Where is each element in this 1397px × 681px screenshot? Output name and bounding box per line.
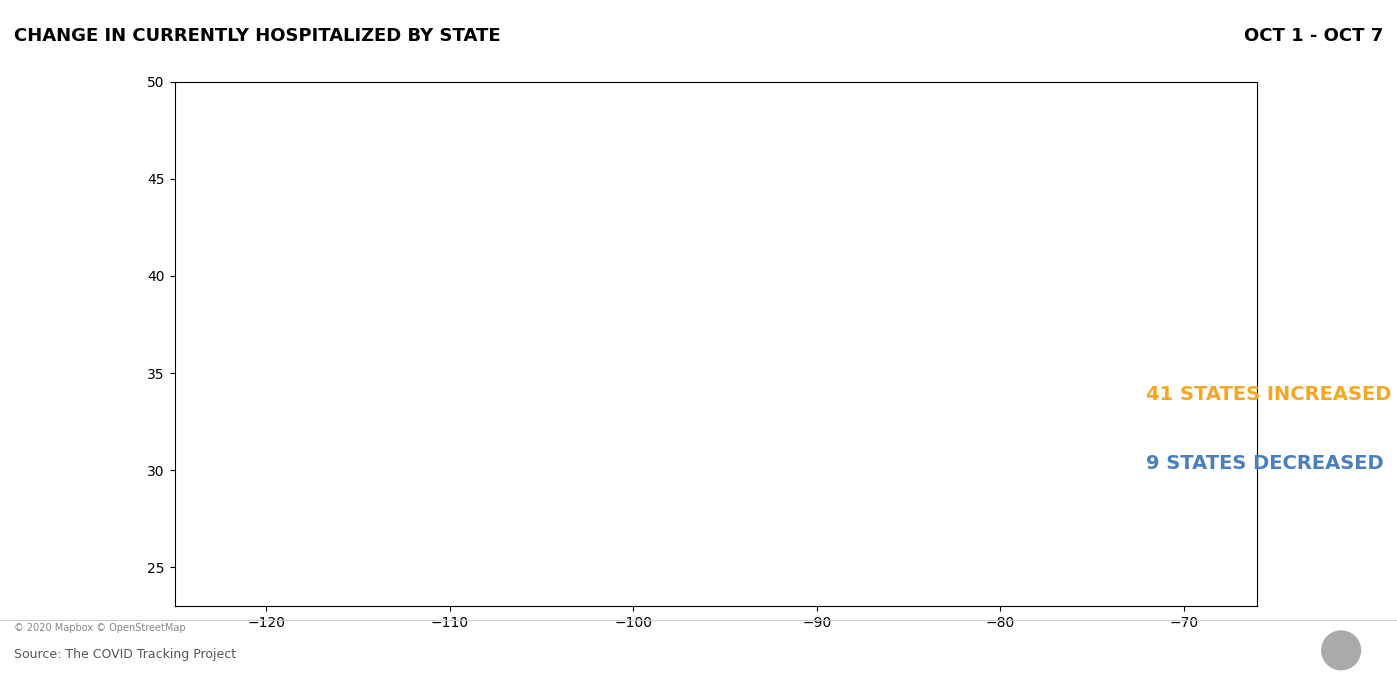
Text: © 2020 Mapbox © OpenStreetMap: © 2020 Mapbox © OpenStreetMap: [14, 623, 186, 633]
Text: 9 STATES DECREASED: 9 STATES DECREASED: [1146, 454, 1383, 473]
Circle shape: [1320, 629, 1362, 671]
Text: CHANGE IN CURRENTLY HOSPITALIZED BY STATE: CHANGE IN CURRENTLY HOSPITALIZED BY STAT…: [14, 27, 500, 45]
Text: Source: The COVID Tracking Project: Source: The COVID Tracking Project: [14, 648, 236, 661]
Text: OCT 1 - OCT 7: OCT 1 - OCT 7: [1243, 27, 1383, 45]
Text: 41 STATES INCREASED: 41 STATES INCREASED: [1146, 385, 1391, 405]
